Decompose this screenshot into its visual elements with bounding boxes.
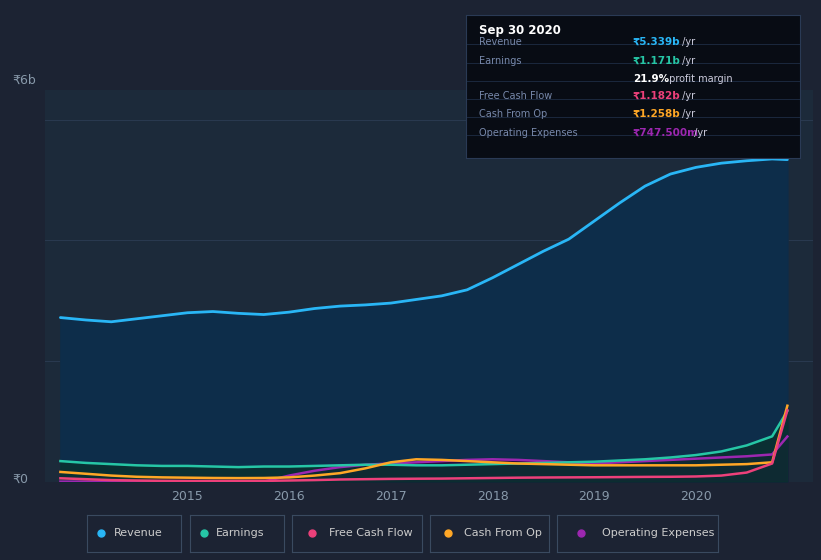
Text: Operating Expenses: Operating Expenses <box>603 529 714 538</box>
Text: ₹1.258b: ₹1.258b <box>633 109 681 119</box>
Text: ₹1.171b: ₹1.171b <box>633 56 681 66</box>
Text: Sep 30 2020: Sep 30 2020 <box>479 24 561 37</box>
Text: ₹0: ₹0 <box>12 473 28 486</box>
Text: 21.9%: 21.9% <box>633 74 669 83</box>
Text: Revenue: Revenue <box>113 529 163 538</box>
Text: Operating Expenses: Operating Expenses <box>479 128 577 138</box>
Text: Earnings: Earnings <box>479 56 521 66</box>
Text: Cash From Op: Cash From Op <box>464 529 541 538</box>
Text: /yr: /yr <box>690 128 707 138</box>
Text: profit margin: profit margin <box>667 74 733 83</box>
Text: ₹6b: ₹6b <box>12 74 36 87</box>
Text: Free Cash Flow: Free Cash Flow <box>328 529 412 538</box>
Text: Cash From Op: Cash From Op <box>479 109 547 119</box>
Text: /yr: /yr <box>678 56 695 66</box>
Text: ₹747.500m: ₹747.500m <box>633 128 699 138</box>
Text: Revenue: Revenue <box>479 38 521 47</box>
Text: /yr: /yr <box>678 91 695 101</box>
Text: ₹1.182b: ₹1.182b <box>633 91 681 101</box>
Text: ₹5.339b: ₹5.339b <box>633 38 681 47</box>
Text: /yr: /yr <box>678 38 695 47</box>
Text: /yr: /yr <box>678 109 695 119</box>
Text: Earnings: Earnings <box>216 529 264 538</box>
Text: Free Cash Flow: Free Cash Flow <box>479 91 553 101</box>
